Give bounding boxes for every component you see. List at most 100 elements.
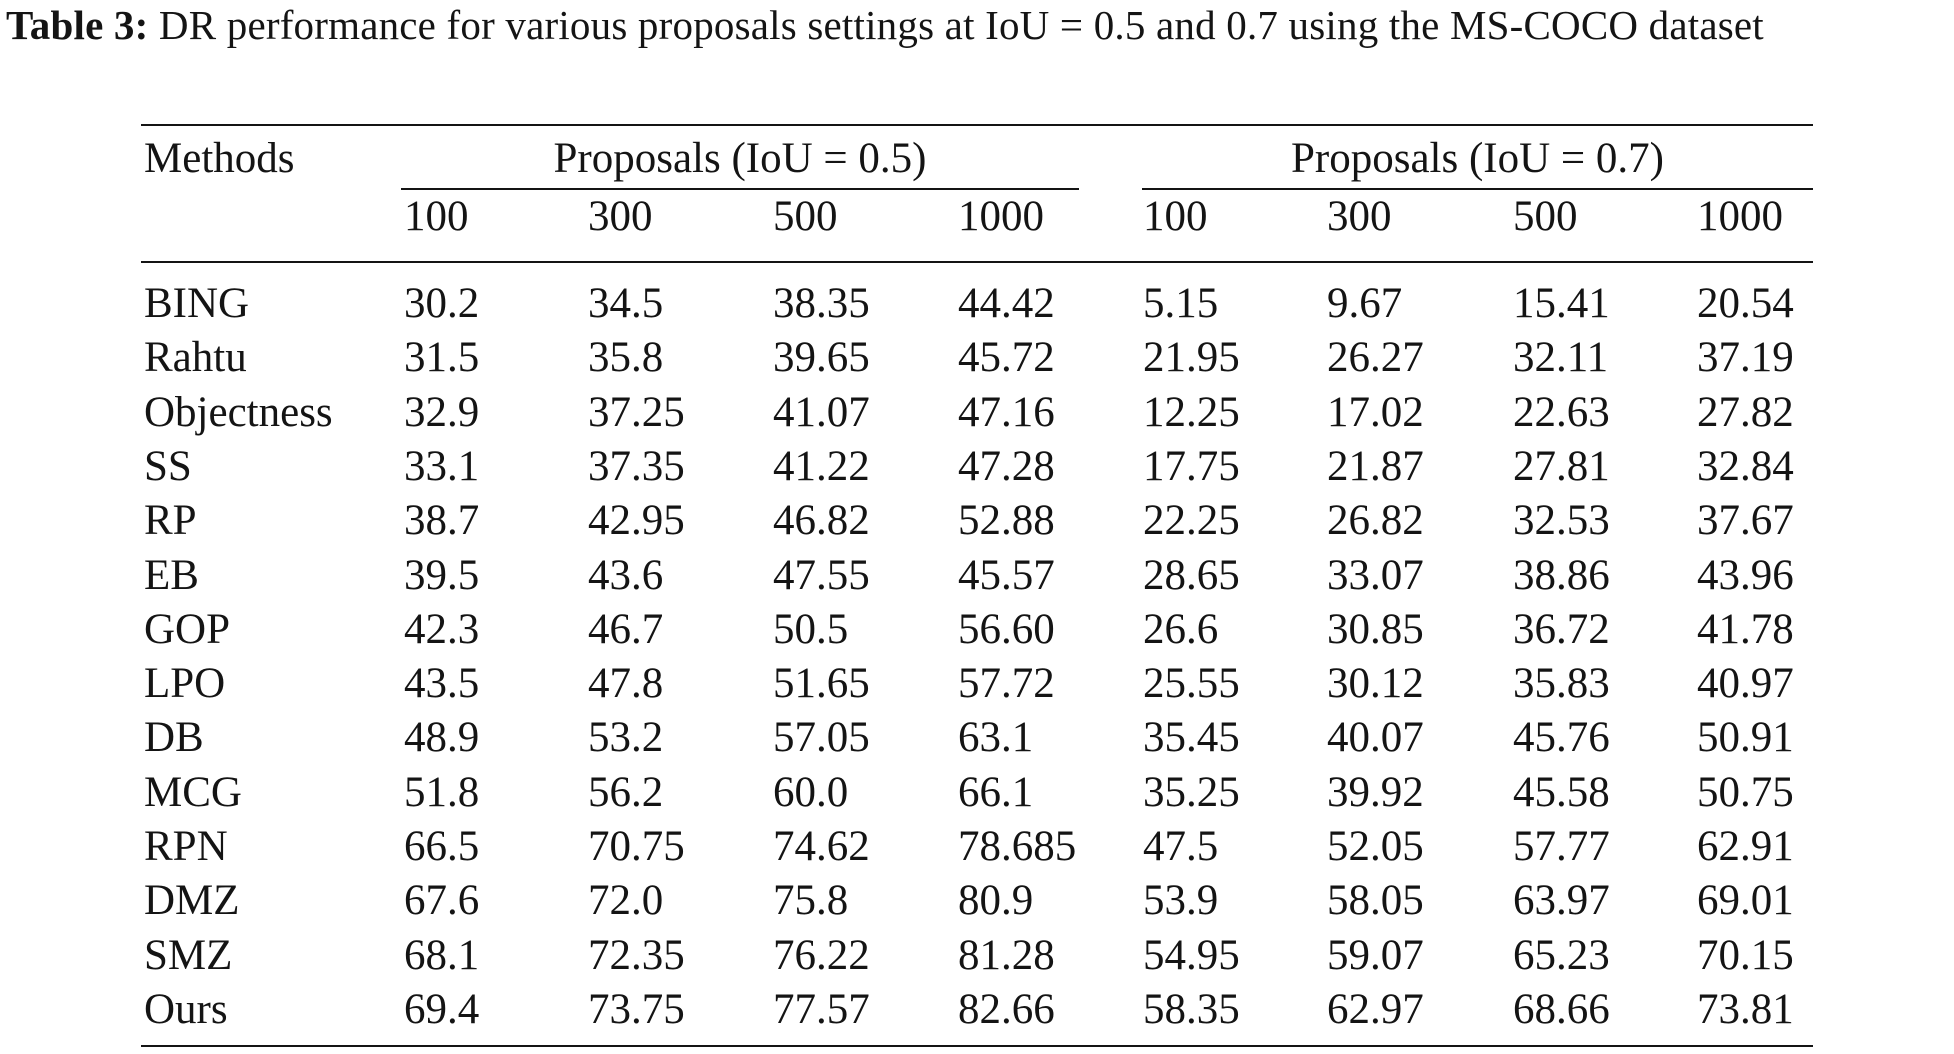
method-name: Ours [144, 986, 228, 1033]
table-cell: 46.7 [588, 606, 664, 653]
caption-label: Table 3: [6, 2, 149, 48]
table-cell: 45.58 [1513, 769, 1610, 816]
table-cell: 62.91 [1697, 823, 1794, 870]
table-cell: 43.6 [588, 552, 664, 599]
table-cell: 70.75 [588, 823, 685, 870]
table-cell: 30.2 [404, 280, 480, 327]
table-caption: Table 3: DR performance for various prop… [6, 0, 1946, 50]
table-cell: 47.55 [773, 552, 870, 599]
table-cell: 69.01 [1697, 877, 1794, 924]
table-cell: 42.3 [404, 606, 480, 653]
table-cell: 35.83 [1513, 660, 1610, 707]
table-cell: 35.45 [1143, 714, 1240, 761]
table-cell: 20.54 [1697, 280, 1794, 327]
method-name: Objectness [144, 389, 333, 436]
table-cell: 9.67 [1327, 280, 1403, 327]
column-header-100: 100 [1143, 193, 1208, 240]
table-cell: 22.25 [1143, 497, 1240, 544]
table-cell: 47.16 [958, 389, 1055, 436]
table-cell: 63.97 [1513, 877, 1610, 924]
table-cell: 63.1 [958, 714, 1034, 761]
table-cell: 45.57 [958, 552, 1055, 599]
table-cell: 56.60 [958, 606, 1055, 653]
table-cell: 45.72 [958, 334, 1055, 381]
table-cell: 80.9 [958, 877, 1034, 924]
table-cell: 53.2 [588, 714, 664, 761]
table-cell: 62.97 [1327, 986, 1424, 1033]
table-cell: 48.9 [404, 714, 480, 761]
table-cell: 72.35 [588, 932, 685, 979]
table-cell: 30.85 [1327, 606, 1424, 653]
method-name: EB [144, 552, 199, 599]
table-cell: 73.81 [1697, 986, 1794, 1033]
group-header-iou-05: Proposals (IoU = 0.5) [553, 135, 927, 182]
table-cell: 38.35 [773, 280, 870, 327]
table-cell: 78.685 [958, 823, 1077, 870]
table-cell: 59.07 [1327, 932, 1424, 979]
table-cell: 66.1 [958, 769, 1034, 816]
table-cell: 70.15 [1697, 932, 1794, 979]
table-cell: 35.25 [1143, 769, 1240, 816]
table-cell: 5.15 [1143, 280, 1219, 327]
table-cell: 50.91 [1697, 714, 1794, 761]
table-cell: 39.5 [404, 552, 480, 599]
table-cell: 54.95 [1143, 932, 1240, 979]
table-cell: 33.07 [1327, 552, 1424, 599]
method-name: RP [144, 497, 197, 544]
table-cell: 46.82 [773, 497, 870, 544]
table-cell: 32.84 [1697, 443, 1794, 490]
table-cell: 69.4 [404, 986, 480, 1033]
method-name: DMZ [144, 877, 240, 924]
table-cell: 47.8 [588, 660, 664, 707]
table-cell: 57.72 [958, 660, 1055, 707]
table-cell: 76.22 [773, 932, 870, 979]
table-cell: 43.5 [404, 660, 480, 707]
table-cell: 74.62 [773, 823, 870, 870]
table-cell: 21.87 [1327, 443, 1424, 490]
table-cell: 72.0 [588, 877, 664, 924]
table-cell: 68.1 [404, 932, 480, 979]
table-cell: 82.66 [958, 986, 1055, 1033]
table-cell: 51.65 [773, 660, 870, 707]
method-name: MCG [144, 769, 242, 816]
table-cell: 32.9 [404, 389, 480, 436]
table-cell: 32.11 [1513, 334, 1609, 381]
table-cell: 47.28 [958, 443, 1055, 490]
table-cell: 35.8 [588, 334, 664, 381]
table-cell: 58.05 [1327, 877, 1424, 924]
top-rule [141, 124, 1813, 126]
method-name: LPO [144, 660, 226, 707]
table-cell: 21.95 [1143, 334, 1240, 381]
methods-header: Methods [144, 135, 295, 182]
table-cell: 37.25 [588, 389, 685, 436]
table-cell: 67.6 [404, 877, 480, 924]
table-cell: 43.96 [1697, 552, 1794, 599]
table-cell: 39.92 [1327, 769, 1424, 816]
table-cell: 40.97 [1697, 660, 1794, 707]
table-cell: 68.66 [1513, 986, 1610, 1033]
table-cell: 40.07 [1327, 714, 1424, 761]
table-cell: 41.07 [773, 389, 870, 436]
table-cell: 28.65 [1143, 552, 1240, 599]
table-cell: 44.42 [958, 280, 1055, 327]
column-header-300: 300 [588, 193, 653, 240]
table-cell: 56.2 [588, 769, 664, 816]
table-cell: 22.63 [1513, 389, 1610, 436]
table-cell: 53.9 [1143, 877, 1219, 924]
table-cell: 60.0 [773, 769, 849, 816]
table-cell: 75.8 [773, 877, 849, 924]
table-cell: 37.67 [1697, 497, 1794, 544]
table-cell: 36.72 [1513, 606, 1610, 653]
group-header-iou-07: Proposals (IoU = 0.7) [1291, 135, 1664, 182]
table-cell: 37.19 [1697, 334, 1794, 381]
table-cell: 41.78 [1697, 606, 1794, 653]
table-cell: 47.5 [1143, 823, 1219, 870]
caption-text: DR performance for various proposals set… [148, 2, 1764, 48]
table-cell: 26.27 [1327, 334, 1424, 381]
table-cell: 52.88 [958, 497, 1055, 544]
table-cell: 12.25 [1143, 389, 1240, 436]
column-header-1000: 1000 [958, 193, 1044, 240]
table-cell: 66.5 [404, 823, 480, 870]
table-cell: 30.12 [1327, 660, 1424, 707]
table-cell: 26.6 [1143, 606, 1219, 653]
